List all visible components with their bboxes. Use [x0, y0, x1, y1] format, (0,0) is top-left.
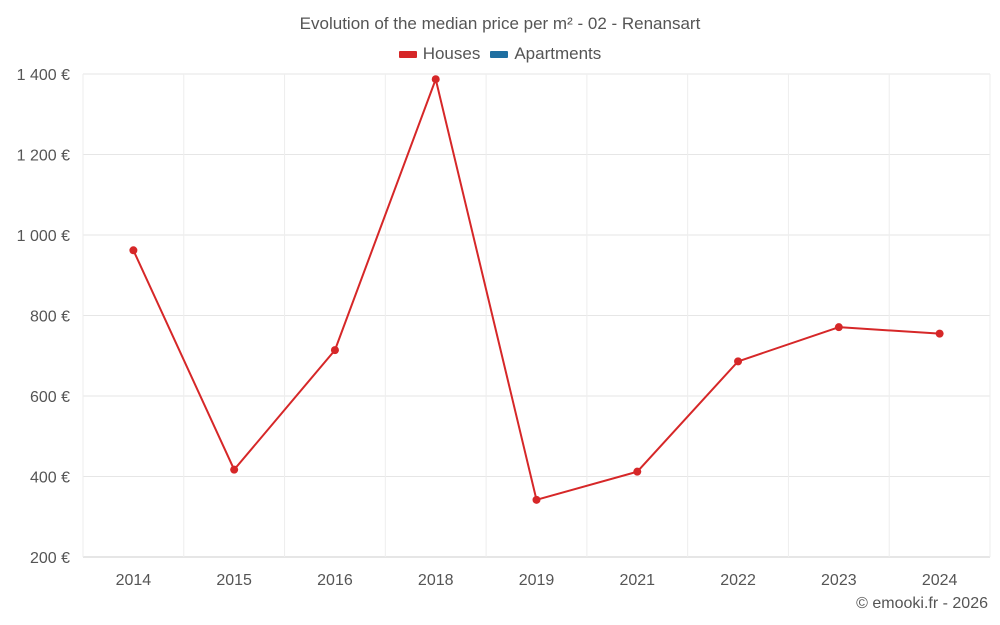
legend-item-apartments[interactable]: Apartments: [490, 44, 601, 64]
y-tick-label: 800 €: [30, 309, 70, 326]
legend-swatch-apartments: [490, 50, 509, 58]
x-tick-label: 2018: [418, 572, 454, 589]
data-point: [935, 329, 944, 338]
y-tick-label: 1 400 €: [17, 67, 70, 84]
x-tick-label: 2015: [216, 572, 252, 589]
x-tick-label: 2014: [116, 572, 152, 589]
x-tick-label: 2019: [519, 572, 555, 589]
x-tick-label: 2021: [619, 572, 655, 589]
data-point: [734, 357, 743, 366]
x-tick-label: 2023: [821, 572, 857, 589]
legend-item-houses[interactable]: Houses: [398, 44, 481, 64]
data-point: [633, 467, 642, 476]
x-tick-label: 2022: [720, 572, 756, 589]
x-tick-label: 2016: [317, 572, 353, 589]
data-point: [431, 75, 440, 84]
y-tick-label: 400 €: [30, 470, 70, 487]
legend: Houses Apartments: [0, 44, 1000, 64]
data-point: [532, 495, 541, 504]
data-point: [129, 246, 138, 255]
credit-text: © emooki.fr - 2026: [856, 595, 988, 612]
legend-label-houses: Houses: [422, 44, 481, 63]
data-point: [230, 465, 239, 474]
y-tick-label: 200 €: [30, 550, 70, 567]
y-tick-label: 600 €: [30, 389, 70, 406]
series-line-houses: [132, 78, 940, 501]
x-tick-label: 2024: [922, 572, 958, 589]
legend-swatch-houses: [398, 50, 417, 58]
chart-title: Evolution of the median price per m² - 0…: [299, 14, 701, 33]
y-tick-label: 1 200 €: [17, 148, 70, 165]
data-point: [834, 323, 843, 332]
legend-label-apartments: Apartments: [514, 44, 602, 63]
y-tick-label: 1 000 €: [17, 228, 70, 245]
data-point: [330, 346, 339, 355]
